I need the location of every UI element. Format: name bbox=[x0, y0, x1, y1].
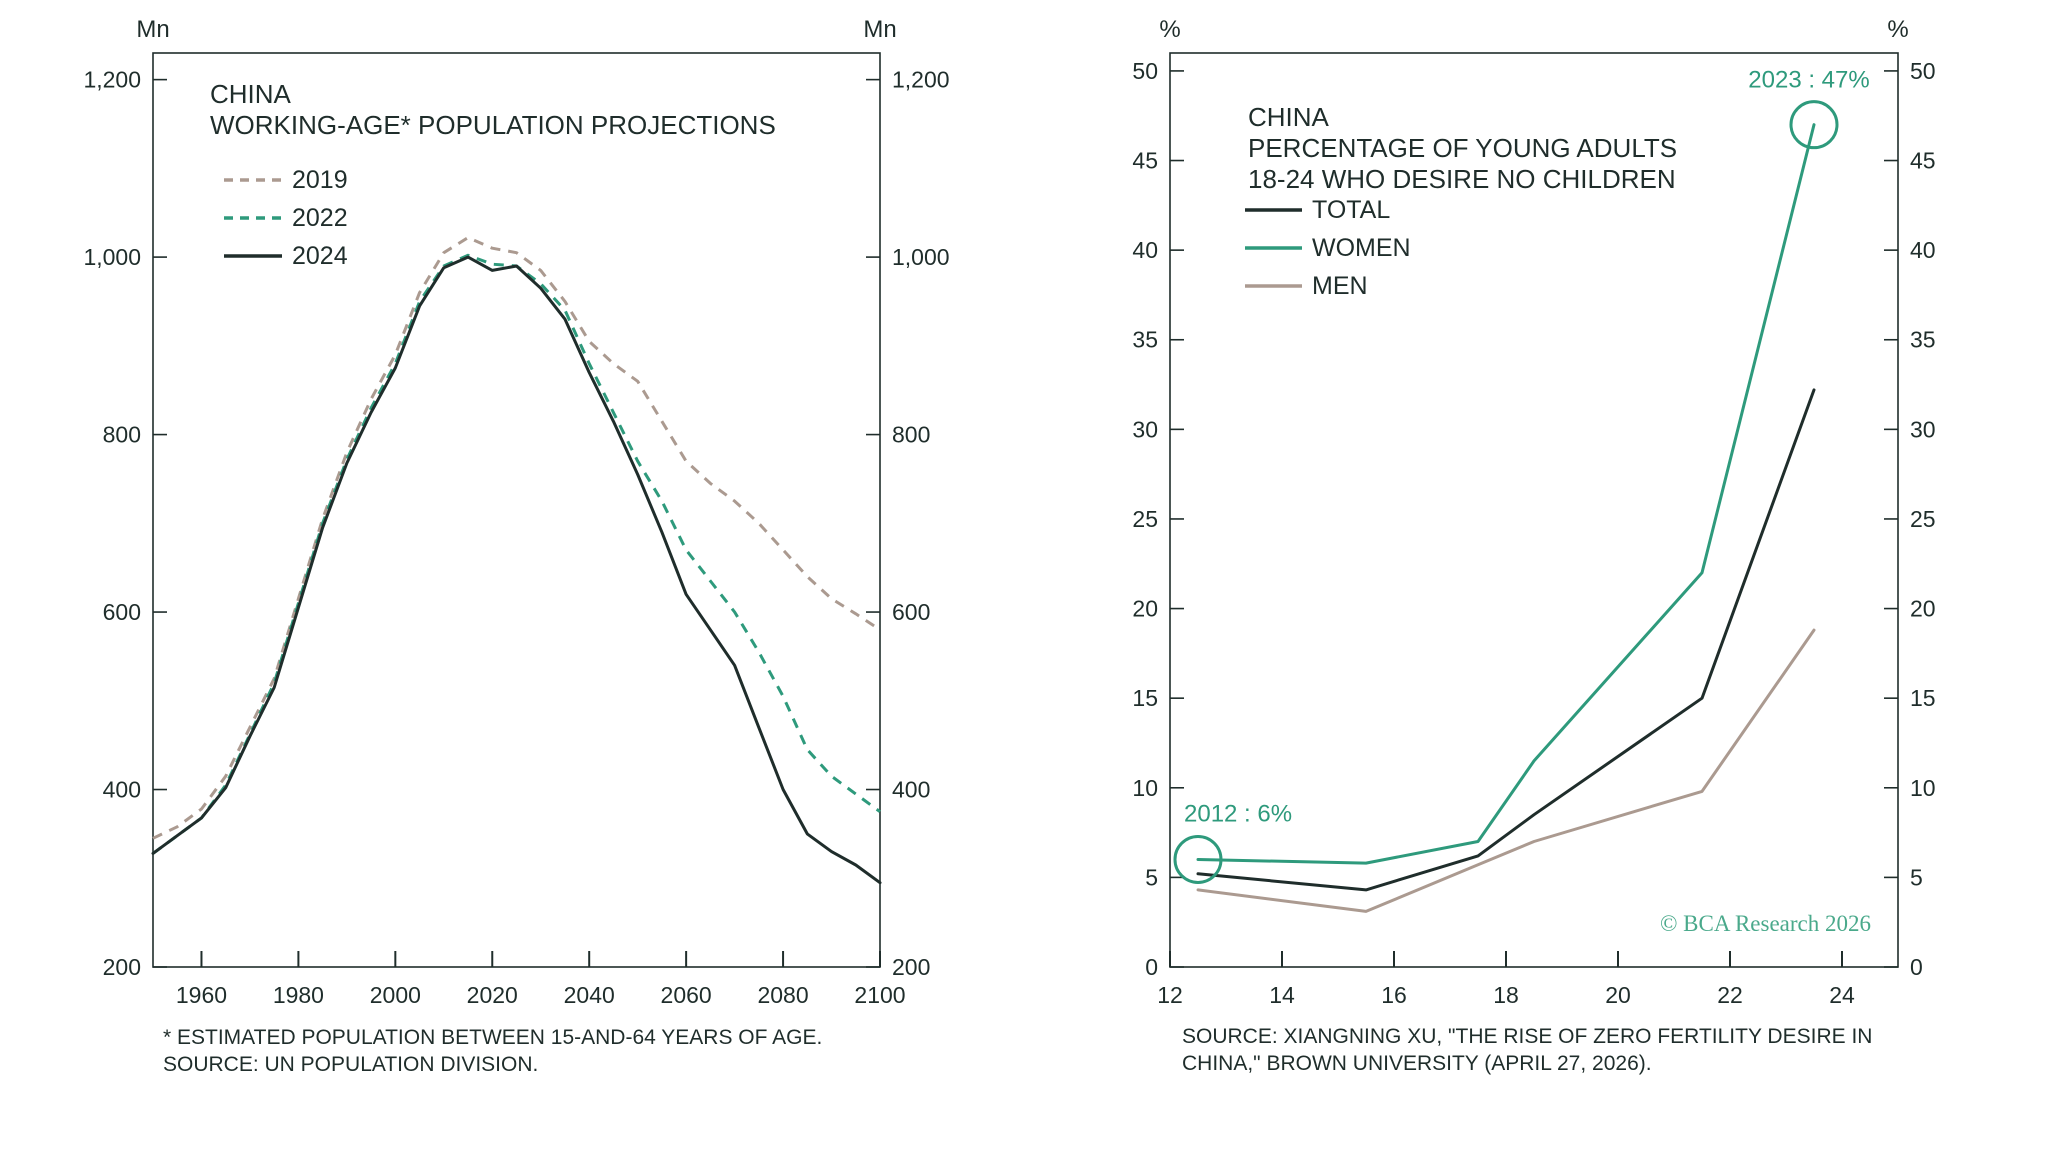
plot-frame bbox=[1169, 52, 1899, 968]
right-unit-label: % bbox=[1887, 16, 1908, 43]
y-tick-label-left: 10 bbox=[1132, 775, 1158, 801]
y-tick-label-right: 600 bbox=[892, 599, 930, 625]
x-tick-label: 2020 bbox=[467, 982, 518, 1008]
y-tick-label-right: 0 bbox=[1910, 954, 1923, 980]
y-tick-label-left: 20 bbox=[1132, 596, 1158, 622]
y-tick-label-right: 200 bbox=[892, 954, 930, 980]
right-unit-label: Mn bbox=[863, 16, 896, 43]
annotation-circle bbox=[1789, 100, 1839, 150]
footnote-line: SOURCE: UN POPULATION DIVISION. bbox=[163, 1053, 538, 1076]
y-tick-label-right: 40 bbox=[1910, 237, 1936, 263]
y-tick-label-right: 25 bbox=[1910, 506, 1936, 532]
y-tick-label-right: 50 bbox=[1910, 58, 1936, 84]
legend-label: WOMEN bbox=[1312, 234, 1411, 262]
y-tick-label-left: 30 bbox=[1132, 416, 1158, 442]
legend-label: 2024 bbox=[292, 242, 348, 270]
x-tick-label: 2000 bbox=[370, 982, 421, 1008]
x-tick-label: 12 bbox=[1157, 982, 1183, 1008]
x-tick-label: 1980 bbox=[273, 982, 324, 1008]
x-tick-label: 1960 bbox=[176, 982, 227, 1008]
legend-label: 2019 bbox=[292, 166, 348, 194]
x-tick-label: 2060 bbox=[661, 982, 712, 1008]
y-tick-label-left: 600 bbox=[103, 599, 141, 625]
annotation-label: 2012 : 6% bbox=[1184, 800, 1292, 827]
y-tick-label-right: 20 bbox=[1910, 596, 1936, 622]
x-tick-label: 24 bbox=[1829, 982, 1855, 1008]
chart-title-line: CHINA bbox=[210, 79, 292, 109]
y-tick-label-right: 800 bbox=[892, 422, 930, 448]
footnote-line: CHINA," BROWN UNIVERSITY (APRIL 27, 2026… bbox=[1182, 1052, 1652, 1075]
x-tick-label: 2040 bbox=[564, 982, 615, 1008]
series-line-women bbox=[1196, 123, 1816, 865]
chart-title-line: CHINA bbox=[1248, 102, 1330, 132]
x-tick-label: 2100 bbox=[854, 982, 905, 1008]
y-tick-label-left: 5 bbox=[1145, 864, 1158, 890]
chart-title-line: 18-24 WHO DESIRE NO CHILDREN bbox=[1248, 164, 1676, 194]
x-tick-label: 22 bbox=[1717, 982, 1743, 1008]
legend-label: MEN bbox=[1312, 272, 1368, 300]
series-line-total bbox=[1196, 388, 1816, 892]
y-tick-label-right: 45 bbox=[1910, 148, 1936, 174]
x-tick-label: 14 bbox=[1269, 982, 1295, 1008]
chart-2: % % 0 0 5 5 10 10 15 15 20 20 25 25 30 30 35 35 40 40 45 45 50… bbox=[1132, 16, 1935, 1075]
y-tick-label-right: 1,200 bbox=[892, 67, 950, 93]
y-tick-label-left: 15 bbox=[1132, 685, 1158, 711]
y-tick-label-left: 45 bbox=[1132, 148, 1158, 174]
x-tick-label: 2080 bbox=[757, 982, 808, 1008]
chart-1: Mn Mn 200 200 400 400 600 600 800 800 1,000 1,000 1,… bbox=[83, 16, 949, 1076]
chart-title-line: WORKING-AGE* POPULATION PROJECTIONS bbox=[210, 110, 776, 140]
x-tick-label: 16 bbox=[1381, 982, 1407, 1008]
y-tick-label-left: 25 bbox=[1132, 506, 1158, 532]
y-tick-label-left: 200 bbox=[103, 954, 141, 980]
series-line-2022 bbox=[152, 253, 881, 855]
y-tick-label-right: 35 bbox=[1910, 327, 1936, 353]
y-tick-label-left: 800 bbox=[103, 422, 141, 448]
plot-frame bbox=[152, 52, 881, 968]
y-tick-label-right: 30 bbox=[1910, 416, 1936, 442]
credit-label: © BCA Research 2026 bbox=[1660, 911, 1871, 936]
legend-label: TOTAL bbox=[1312, 196, 1390, 224]
annotation-circle bbox=[1173, 834, 1223, 884]
chart-title-line: PERCENTAGE OF YOUNG ADULTS bbox=[1248, 133, 1677, 163]
y-tick-label-left: 35 bbox=[1132, 327, 1158, 353]
y-tick-label-left: 1,200 bbox=[83, 67, 141, 93]
y-tick-label-left: 1,000 bbox=[83, 244, 141, 270]
y-tick-label-left: 40 bbox=[1132, 237, 1158, 263]
annotation-label: 2023 : 47% bbox=[1748, 67, 1869, 94]
y-tick-label-right: 400 bbox=[892, 777, 930, 803]
legend-label: 2022 bbox=[292, 204, 348, 232]
y-tick-label-right: 5 bbox=[1910, 864, 1923, 890]
footnote-line: * ESTIMATED POPULATION BETWEEN 15-AND-64… bbox=[163, 1026, 822, 1049]
series-line-2019 bbox=[152, 236, 881, 840]
x-tick-label: 20 bbox=[1605, 982, 1631, 1008]
left-unit-label: % bbox=[1159, 16, 1180, 43]
left-unit-label: Mn bbox=[136, 16, 169, 43]
series-line-men bbox=[1196, 628, 1816, 913]
y-tick-label-left: 400 bbox=[103, 777, 141, 803]
series-line-2024 bbox=[151, 255, 882, 885]
y-tick-label-left: 0 bbox=[1145, 954, 1158, 980]
x-tick-label: 18 bbox=[1493, 982, 1519, 1008]
footnote-line: SOURCE: XIANGNING XU, "THE RISE OF ZERO … bbox=[1182, 1025, 1872, 1048]
y-tick-label-right: 1,000 bbox=[892, 244, 950, 270]
y-tick-label-left: 50 bbox=[1132, 58, 1158, 84]
y-tick-label-right: 10 bbox=[1910, 775, 1936, 801]
y-tick-label-right: 15 bbox=[1910, 685, 1936, 711]
